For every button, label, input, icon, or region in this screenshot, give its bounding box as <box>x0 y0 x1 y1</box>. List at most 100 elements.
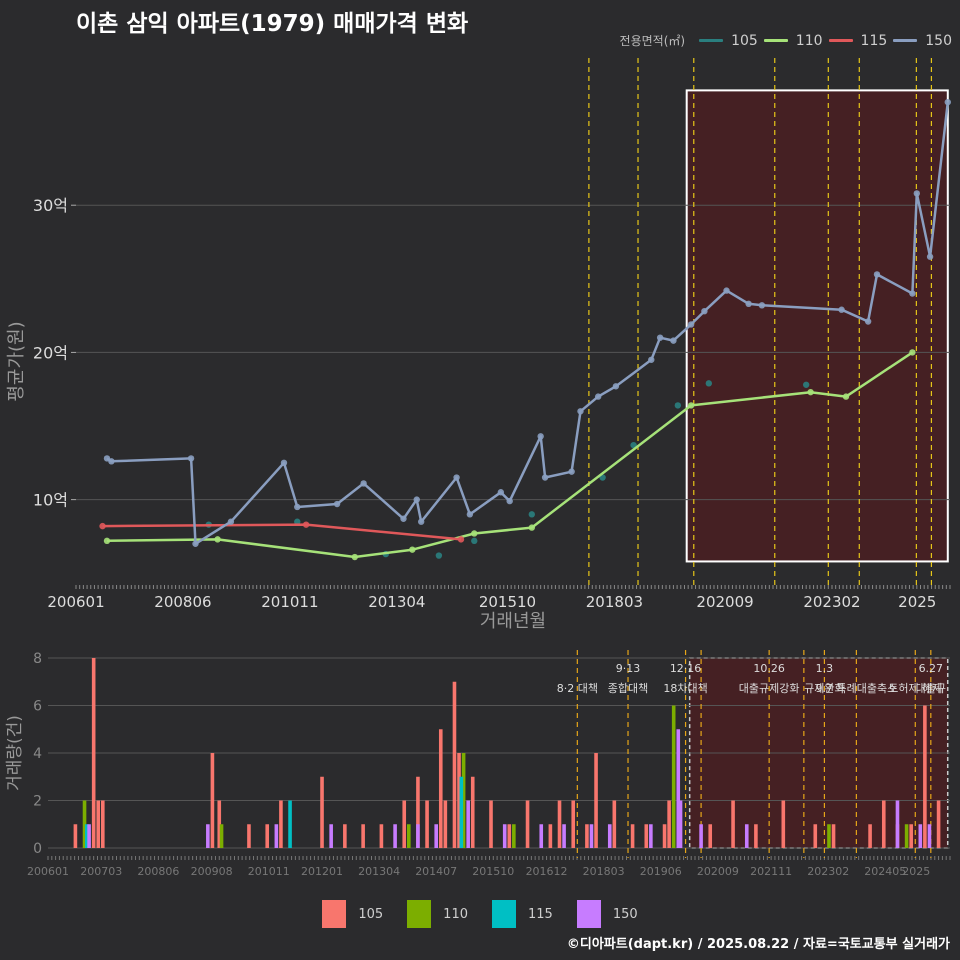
bar-y-axis-title: 거래량(건) <box>5 715 25 791</box>
chart-canvas: 10억 20억 30억 200601 200806 201011 201304 201510 2… <box>5 58 951 878</box>
bar-110 <box>512 824 516 848</box>
bar-115 <box>85 824 89 848</box>
bar-105 <box>525 800 530 848</box>
policy-label-date: 1.3 <box>816 662 834 675</box>
bar-110 <box>904 824 909 848</box>
legend-bar-label-105: 105 <box>358 906 384 922</box>
bar-x-tick-label: 200806 <box>137 865 179 878</box>
y-tick-label: 10억 <box>33 491 68 510</box>
bar-x-tick-label: 200601 <box>27 865 69 878</box>
x-tick-label: 202302 <box>803 593 860 611</box>
bar-150 <box>678 800 683 848</box>
policy-label-date: 9·13 <box>616 662 641 675</box>
bar-x-tick-label: 201906 <box>640 865 682 878</box>
data-point-150 <box>944 98 951 106</box>
data-point-150 <box>701 307 708 315</box>
bar-105 <box>507 824 512 848</box>
bar-105 <box>425 800 429 848</box>
policy-label-name: 대출규제강화 <box>739 682 800 695</box>
data-point-150 <box>294 503 301 511</box>
legend-item-105: 105 <box>699 33 758 49</box>
bar-105 <box>548 824 553 848</box>
bar-105 <box>909 824 913 848</box>
bar-150 <box>918 824 923 848</box>
bar-105 <box>101 800 105 848</box>
data-point-150 <box>864 318 872 325</box>
bar-105 <box>923 705 927 848</box>
bar-105 <box>594 753 598 848</box>
data-point-150 <box>187 455 195 462</box>
legend-bar-label-110: 110 <box>443 906 468 922</box>
data-point-150 <box>506 497 513 505</box>
bar-105 <box>813 824 818 848</box>
data-point-110 <box>471 530 478 537</box>
bar-105 <box>402 800 407 848</box>
bar-105 <box>630 824 635 848</box>
legend-top: 전용면적(㎡) 105 110 115 150 <box>620 32 952 49</box>
bar-x-tick-label: 201510 <box>472 865 514 878</box>
bar-105 <box>612 800 617 848</box>
data-point-110 <box>351 553 358 561</box>
bar-110 <box>407 824 411 848</box>
bar-105 <box>470 776 475 848</box>
bar-150 <box>676 729 681 848</box>
legend-label-105: 105 <box>731 32 758 49</box>
legend-bar-110: 110 <box>407 900 468 928</box>
bar-105 <box>936 800 941 848</box>
data-point-150 <box>417 518 425 525</box>
y-axis-title: 평균가(원) <box>6 321 27 401</box>
bar-150 <box>466 800 470 848</box>
bar-110 <box>827 824 831 848</box>
bar-x-tick-label: 2025 <box>902 865 930 878</box>
bar-105 <box>457 753 461 848</box>
data-point-150 <box>758 302 766 309</box>
policy-label-name: 종합대책 <box>608 682 648 695</box>
legend-bar-150: 150 <box>576 900 638 928</box>
bar-105 <box>416 776 420 848</box>
data-point-105 <box>705 380 713 387</box>
data-point-150 <box>838 306 845 313</box>
data-point-150 <box>648 356 655 363</box>
legend-label-110: 110 <box>795 32 823 49</box>
x-tick-label: 201803 <box>586 593 643 611</box>
bar-105 <box>667 800 671 848</box>
bar-150 <box>607 824 612 848</box>
bar-105 <box>279 800 283 848</box>
bar-105 <box>754 824 758 848</box>
bar-150 <box>274 824 279 848</box>
data-point-150 <box>909 290 916 297</box>
data-point-110 <box>409 546 416 553</box>
data-point-110 <box>842 393 850 400</box>
bar-x-tick-label: 201407 <box>415 865 457 878</box>
legend-bar-label-115: 115 <box>528 906 553 922</box>
bar-115 <box>288 800 292 848</box>
data-point-105 <box>435 552 443 559</box>
bar-150 <box>927 824 932 848</box>
bar-105 <box>343 824 347 848</box>
policy-label-name: 9.7 특례대출축소 <box>816 682 898 695</box>
bar-x-tick-label: 201201 <box>301 865 343 878</box>
policy-label-date: 12·16 <box>670 662 702 675</box>
bar-105 <box>91 658 96 848</box>
bar-105 <box>731 800 735 848</box>
bar-x-tick-label: 200703 <box>80 865 122 878</box>
data-point-150 <box>227 518 235 525</box>
bar-150 <box>895 800 900 848</box>
bar-y-tick-label: 2 <box>33 794 42 810</box>
bar-150 <box>393 824 397 848</box>
bar-105 <box>379 824 384 848</box>
data-point-150 <box>400 515 407 522</box>
bar-x-tick-label: 202302 <box>807 865 849 878</box>
policy-label-name: 규제완화 <box>804 682 844 695</box>
data-point-150 <box>656 334 664 341</box>
data-point-150 <box>873 271 881 278</box>
bar-x-tick-label: 201011 <box>248 865 290 878</box>
data-point-150 <box>745 300 752 308</box>
bar-150 <box>699 824 703 848</box>
bar-105 <box>443 800 448 848</box>
bar-105 <box>265 824 270 848</box>
bar-110 <box>461 753 466 848</box>
data-point-150 <box>360 480 367 487</box>
policy-label-name: 18차대책 <box>663 682 707 695</box>
series-line-115 <box>102 523 462 541</box>
